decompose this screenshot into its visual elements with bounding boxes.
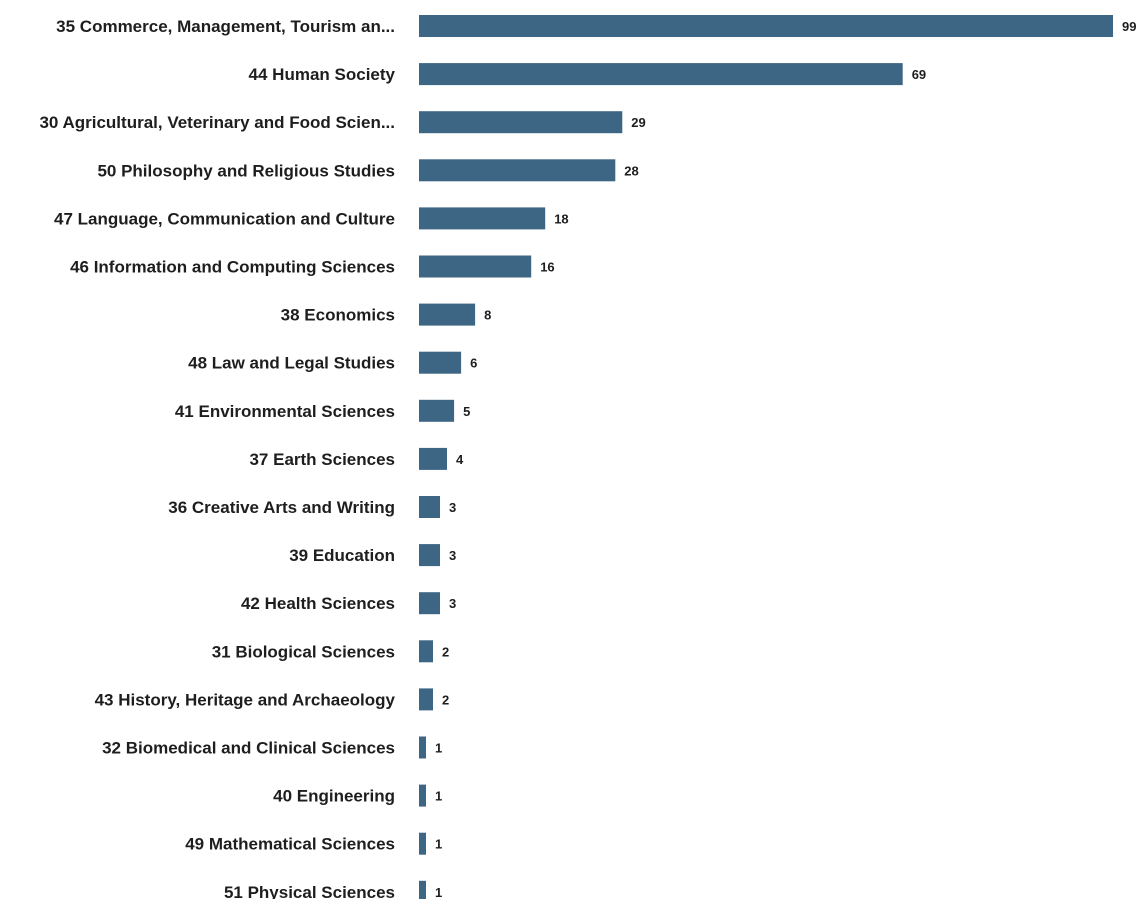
value-label: 1 xyxy=(435,789,442,804)
bars-layer xyxy=(419,15,1113,899)
bar xyxy=(419,399,455,422)
bar xyxy=(419,880,426,899)
value-label: 5 xyxy=(463,404,470,419)
category-label: 47 Language, Communication and Culture xyxy=(54,209,395,228)
bar xyxy=(419,303,476,326)
bar xyxy=(419,592,440,615)
value-label: 16 xyxy=(540,260,554,275)
bar xyxy=(419,640,433,663)
value-label: 28 xyxy=(624,163,638,178)
category-label: 42 Health Sciences xyxy=(241,594,395,613)
category-label: 46 Information and Computing Sciences xyxy=(70,258,395,277)
bar xyxy=(419,207,546,230)
bar xyxy=(419,159,616,182)
value-label: 29 xyxy=(631,115,645,130)
value-label: 1 xyxy=(435,741,442,756)
value-label: 99 xyxy=(1122,19,1136,34)
bar xyxy=(419,255,532,278)
value-label: 2 xyxy=(442,692,449,707)
bar xyxy=(419,496,440,518)
category-labels-layer: 35 Commerce, Management, Tourism an... 44… xyxy=(39,17,395,899)
value-label: 3 xyxy=(449,596,456,611)
category-label: 37 Earth Sciences xyxy=(249,450,395,469)
bar xyxy=(419,111,623,134)
value-label: 2 xyxy=(442,644,449,659)
bar xyxy=(419,63,903,86)
bar xyxy=(419,447,447,470)
value-label: 6 xyxy=(470,356,477,371)
bar xyxy=(419,736,426,759)
category-label: 44 Human Society xyxy=(249,65,396,84)
category-label: 40 Engineering xyxy=(273,787,395,806)
category-label: 39 Education xyxy=(289,546,395,565)
category-label: 43 History, Heritage and Archaeology xyxy=(95,690,396,709)
bar xyxy=(419,784,426,807)
category-label: 36 Creative Arts and Writing xyxy=(168,498,395,517)
category-label: 35 Commerce, Management, Tourism an... xyxy=(56,17,395,36)
value-label: 69 xyxy=(912,67,926,82)
bar xyxy=(419,832,426,855)
value-label: 4 xyxy=(456,452,464,467)
value-label: 18 xyxy=(554,211,568,226)
bar xyxy=(419,351,462,374)
value-label: 3 xyxy=(449,500,456,515)
category-label: 32 Biomedical and Clinical Sciences xyxy=(102,739,395,758)
category-label: 50 Philosophy and Religious Studies xyxy=(97,161,395,180)
value-label: 1 xyxy=(435,885,442,899)
category-label: 51 Physical Sciences xyxy=(224,883,395,899)
category-label: 41 Environmental Sciences xyxy=(175,402,395,421)
category-label: 31 Biological Sciences xyxy=(212,642,395,661)
category-label: 30 Agricultural, Veterinary and Food Sci… xyxy=(39,113,395,132)
category-label: 38 Economics xyxy=(281,306,395,325)
category-label: 48 Law and Legal Studies xyxy=(188,354,395,373)
bar xyxy=(419,544,440,567)
value-label: 1 xyxy=(435,837,442,852)
value-labels-layer: 99 69 29 28 18 16 8 6 5 4 3 3 3 2 2 1 1 1 1 xyxy=(435,19,1136,899)
category-label: 49 Mathematical Sciences xyxy=(185,835,395,854)
value-label: 3 xyxy=(449,548,456,563)
value-label: 8 xyxy=(484,308,491,323)
bar xyxy=(419,688,433,711)
bar xyxy=(419,15,1113,37)
